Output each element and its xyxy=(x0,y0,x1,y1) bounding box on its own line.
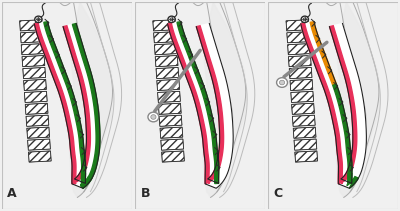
Circle shape xyxy=(37,18,40,21)
Polygon shape xyxy=(80,173,92,188)
Circle shape xyxy=(280,80,285,85)
Polygon shape xyxy=(156,68,179,79)
Polygon shape xyxy=(154,44,177,55)
Polygon shape xyxy=(293,127,316,138)
Polygon shape xyxy=(288,44,310,55)
Polygon shape xyxy=(158,103,181,114)
Polygon shape xyxy=(63,26,90,182)
Text: C: C xyxy=(274,187,283,200)
Polygon shape xyxy=(203,2,247,197)
Polygon shape xyxy=(177,22,219,184)
Polygon shape xyxy=(294,139,317,150)
Text: B: B xyxy=(140,187,150,200)
Polygon shape xyxy=(24,79,46,91)
Polygon shape xyxy=(28,139,50,150)
Polygon shape xyxy=(161,139,184,150)
Polygon shape xyxy=(158,91,180,103)
Polygon shape xyxy=(288,55,311,67)
Polygon shape xyxy=(168,22,233,188)
Circle shape xyxy=(35,16,42,23)
Polygon shape xyxy=(157,79,180,91)
Circle shape xyxy=(301,16,308,23)
Polygon shape xyxy=(287,32,310,43)
Polygon shape xyxy=(20,20,42,31)
Polygon shape xyxy=(159,115,182,126)
Polygon shape xyxy=(162,151,184,162)
Polygon shape xyxy=(154,32,176,43)
Polygon shape xyxy=(291,91,314,103)
Circle shape xyxy=(276,78,288,87)
Circle shape xyxy=(151,115,156,119)
Polygon shape xyxy=(20,32,43,43)
Circle shape xyxy=(168,16,175,23)
Polygon shape xyxy=(28,151,51,162)
Polygon shape xyxy=(290,79,313,91)
Polygon shape xyxy=(289,68,312,79)
Polygon shape xyxy=(24,91,47,103)
Polygon shape xyxy=(336,2,380,197)
Text: A: A xyxy=(7,187,17,200)
Polygon shape xyxy=(292,115,315,126)
Polygon shape xyxy=(34,23,76,184)
Polygon shape xyxy=(295,151,318,162)
Polygon shape xyxy=(34,22,100,188)
Polygon shape xyxy=(292,103,314,114)
Polygon shape xyxy=(22,55,45,67)
Polygon shape xyxy=(333,84,352,184)
Polygon shape xyxy=(168,23,224,184)
Polygon shape xyxy=(27,127,50,138)
Circle shape xyxy=(148,112,159,122)
Polygon shape xyxy=(21,44,44,55)
Circle shape xyxy=(303,18,306,21)
Polygon shape xyxy=(72,23,100,188)
Polygon shape xyxy=(26,115,49,126)
Polygon shape xyxy=(301,23,357,184)
Polygon shape xyxy=(44,22,86,184)
Polygon shape xyxy=(347,173,358,188)
Polygon shape xyxy=(153,20,176,31)
Polygon shape xyxy=(310,22,336,85)
Polygon shape xyxy=(25,103,48,114)
Polygon shape xyxy=(155,55,178,67)
Polygon shape xyxy=(70,2,114,197)
Polygon shape xyxy=(301,22,366,188)
Circle shape xyxy=(170,18,173,21)
Polygon shape xyxy=(286,20,309,31)
Polygon shape xyxy=(160,127,183,138)
Polygon shape xyxy=(23,68,46,79)
